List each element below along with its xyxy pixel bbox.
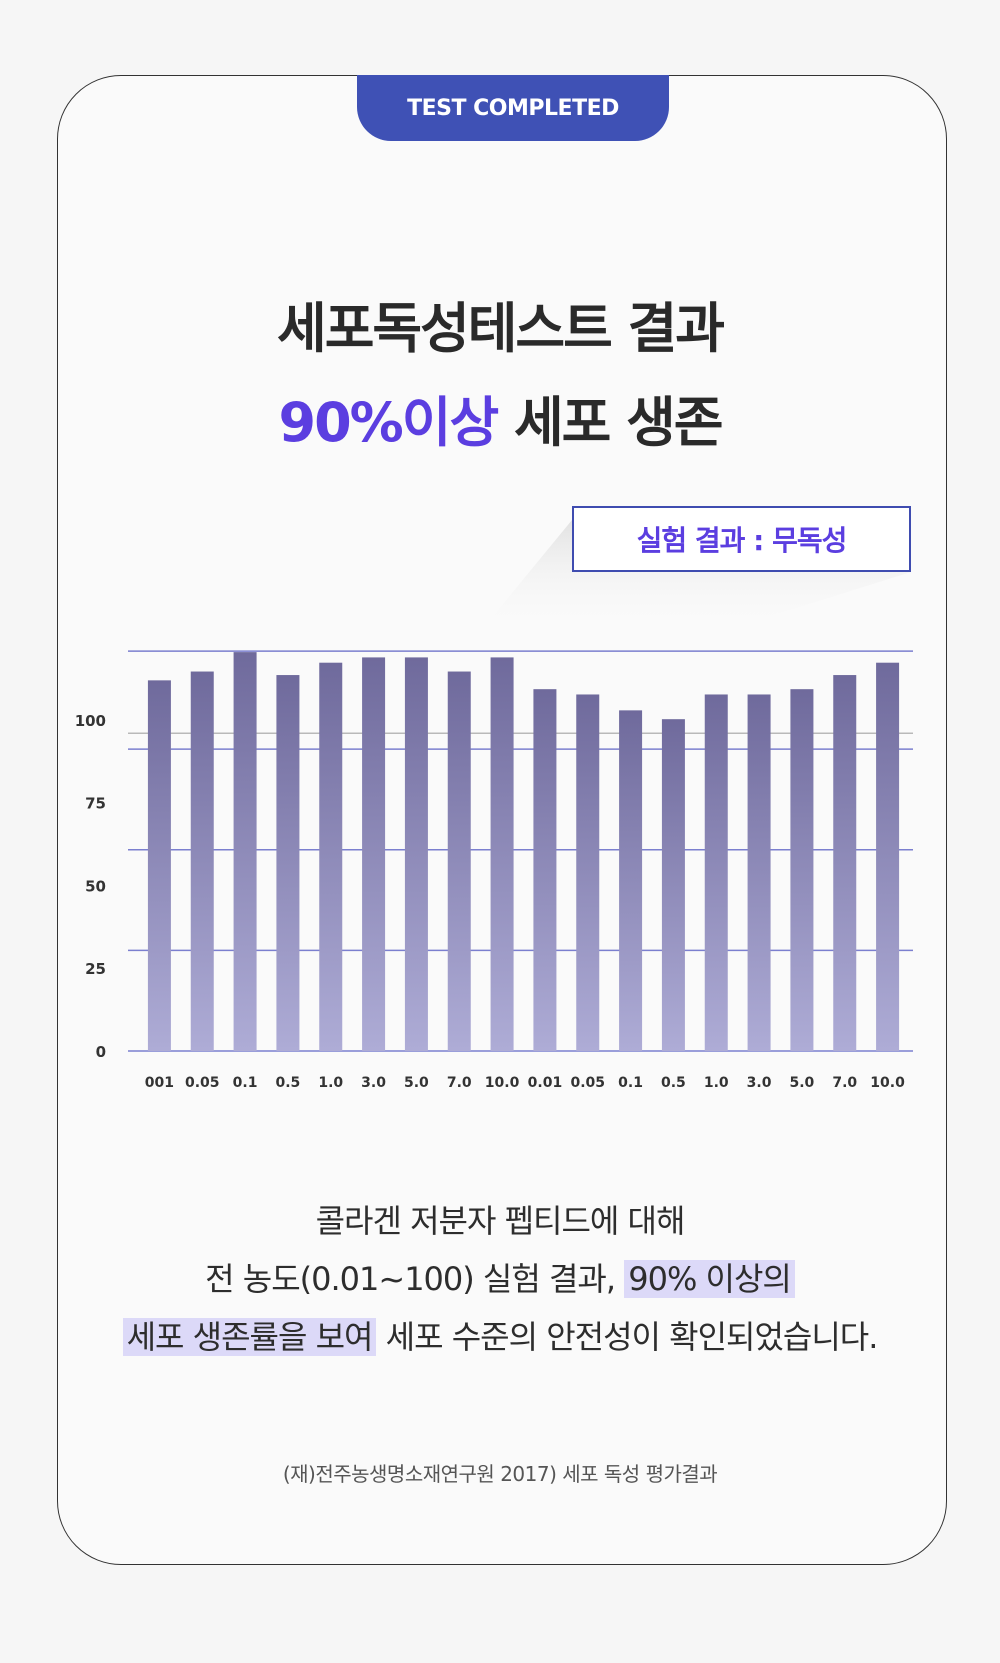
- y-tick-label: 25: [85, 960, 106, 978]
- x-tick-label: 0.05: [570, 1075, 605, 1091]
- x-tick-label: 0.5: [276, 1075, 301, 1091]
- bar: [876, 662, 900, 1051]
- y-tick-label: 100: [75, 712, 106, 730]
- x-tick-label: 3.0: [747, 1075, 772, 1091]
- x-tick-label: 0.1: [233, 1075, 258, 1091]
- result-label: 실험 결과 : 무독성: [572, 506, 911, 572]
- title-rest: 세포 생존: [497, 391, 724, 454]
- cell-viability-chart: 0 25 50 75 100 001 0.05 0.1 0.5 1.0 3.0 5.0 7.0 10.0…: [75, 650, 913, 1091]
- bar: [190, 671, 214, 1051]
- x-tick-label: 7.0: [832, 1075, 857, 1091]
- description-line-1: 콜라겐 저분자 펩티드에 대해: [315, 1202, 686, 1240]
- source-citation: (재)전주농생명소재연구원 2017) 세포 독성 평가결과: [282, 1462, 718, 1486]
- description-line-2: 전 농도(0.01~100) 실험 결과, 90% 이상의: [0, 1254, 1000, 1300]
- bar: [619, 710, 643, 1051]
- bar: [404, 657, 428, 1051]
- x-tick-label: 1.0: [318, 1075, 343, 1091]
- y-tick-label: 75: [85, 795, 106, 813]
- bar: [790, 689, 814, 1051]
- description-line-3: 세포 생존률을 보여 세포 수준의 안전성이 확인되었습니다.: [0, 1312, 1000, 1358]
- description-line-2-text: 전 농도(0.01~100) 실험 결과,: [205, 1260, 625, 1298]
- description-line-3-text: 세포 수준의 안전성이 확인되었습니다.: [376, 1318, 879, 1356]
- bar: [447, 671, 471, 1051]
- bar: [276, 675, 300, 1051]
- bar: [833, 675, 857, 1051]
- x-tick-label: 1.0: [704, 1075, 729, 1091]
- x-tick-label: 10.0: [485, 1075, 520, 1091]
- bar: [147, 680, 171, 1051]
- title-accent: 90%이상: [278, 391, 500, 454]
- description-highlight-1: 90% 이상의: [624, 1260, 795, 1298]
- bar: [533, 689, 557, 1051]
- description-highlight-2: 세포 생존률을 보여: [122, 1318, 377, 1356]
- x-tick-label: 0.01: [528, 1075, 563, 1091]
- x-tick-label: 10.0: [870, 1075, 905, 1091]
- page-subtitle: 90%이상 세포 생존: [0, 378, 1000, 457]
- y-tick-label: 50: [85, 877, 106, 895]
- bar: [233, 652, 257, 1051]
- x-tick-label: 3.0: [361, 1075, 386, 1091]
- bar: [576, 694, 600, 1051]
- x-tick-label: 0.5: [661, 1075, 686, 1091]
- x-tick-label: 0.1: [618, 1075, 643, 1091]
- bar: [490, 657, 514, 1051]
- bar: [362, 657, 386, 1051]
- x-tick-label: 001: [145, 1075, 174, 1091]
- x-tick-label: 5.0: [404, 1075, 429, 1091]
- bar: [661, 719, 685, 1051]
- test-completed-badge: TEST COMPLETED: [357, 75, 669, 141]
- page-title: 세포독성테스트 결과: [277, 297, 725, 360]
- bar: [319, 662, 343, 1051]
- x-tick-label: 7.0: [447, 1075, 472, 1091]
- x-tick-label: 0.05: [185, 1075, 220, 1091]
- bar: [747, 694, 771, 1051]
- x-tick-label: 5.0: [790, 1075, 815, 1091]
- callout-shadow: [480, 520, 911, 632]
- y-tick-label: 0: [96, 1043, 106, 1061]
- bar: [704, 694, 728, 1051]
